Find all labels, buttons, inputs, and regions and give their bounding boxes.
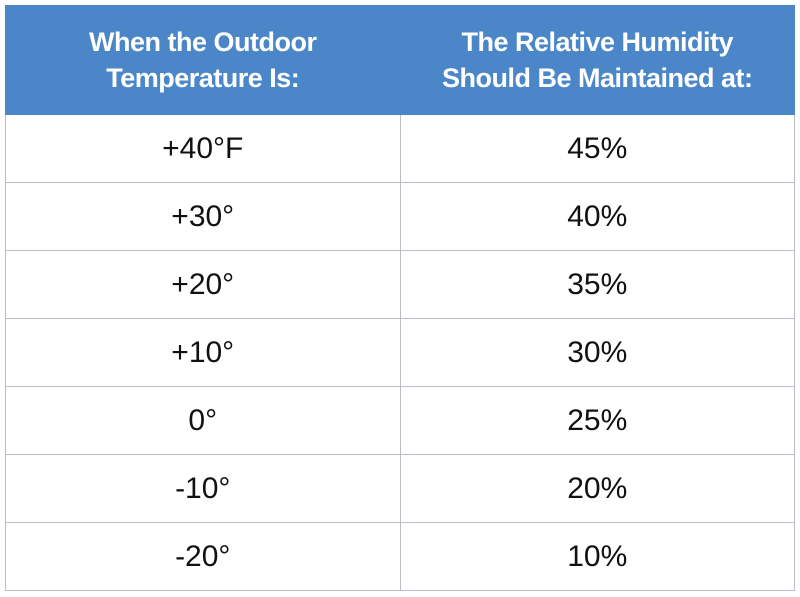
header-text: Should Be Maintained at: <box>441 63 753 93</box>
table-row: +10° 30% <box>5 318 795 387</box>
table-row: +40°F 45% <box>5 114 795 183</box>
humidity-table: When the Outdoor Temperature Is: The Relat… <box>5 5 795 591</box>
header-cell: When the Outdoor Temperature Is: <box>5 5 401 115</box>
table-row: 0° 25% <box>5 386 795 455</box>
header-cell: The Relative Humidity Should Be Maintaine… <box>399 5 795 115</box>
humidity-cell: 10% <box>399 522 795 591</box>
table-row: -20° 10% <box>5 522 795 591</box>
table-header: When the Outdoor Temperature Is: The Relat… <box>5 5 795 115</box>
header-text: Temperature Is: <box>106 63 300 93</box>
table-body: +40°F 45% +30° 40% +20° 35% +10° 30% 0° 25% -10° 20… <box>5 114 795 591</box>
table-row: +20° 35% <box>5 250 795 319</box>
table-container: When the Outdoor Temperature Is: The Relat… <box>5 5 795 592</box>
temperature-cell: -20° <box>5 522 401 591</box>
table-row: -10° 20% <box>5 454 795 523</box>
header-text: When the Outdoor <box>89 27 317 57</box>
humidity-cell: 20% <box>399 454 795 523</box>
humidity-cell: 30% <box>399 318 795 387</box>
humidity-cell: 35% <box>399 250 795 319</box>
temperature-cell: +10° <box>5 318 401 387</box>
temperature-cell: +40°F <box>5 114 401 183</box>
temperature-cell: 0° <box>5 386 401 455</box>
humidity-cell: 40% <box>399 182 795 251</box>
humidity-cell: 25% <box>399 386 795 455</box>
temperature-cell: -10° <box>5 454 401 523</box>
table-row: +30° 40% <box>5 182 795 251</box>
temperature-cell: +20° <box>5 250 401 319</box>
humidity-cell: 45% <box>399 114 795 183</box>
header-text: The Relative Humidity <box>461 27 734 57</box>
header-row: When the Outdoor Temperature Is: The Relat… <box>5 5 795 115</box>
temperature-cell: +30° <box>5 182 401 251</box>
